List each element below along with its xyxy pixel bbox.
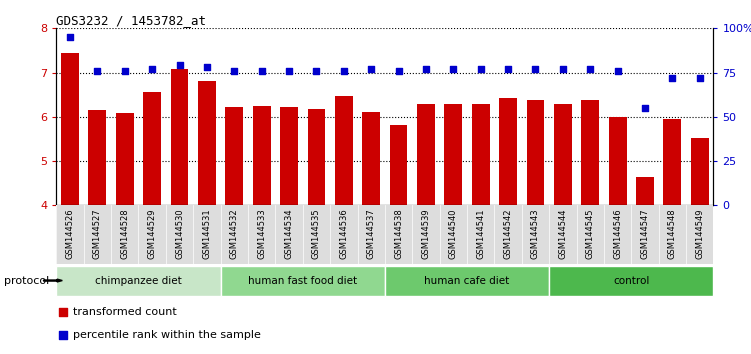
Bar [609,117,626,354]
Text: GSM144539: GSM144539 [421,208,430,259]
Bar [308,109,325,354]
Text: GSM144540: GSM144540 [449,208,458,259]
Point [439,7,451,13]
Text: human fast food diet: human fast food diet [248,275,357,286]
Text: GSM144538: GSM144538 [394,208,403,259]
Point [529,66,541,72]
Text: GSM144549: GSM144549 [695,208,704,259]
Text: GSM144543: GSM144543 [531,208,540,259]
Point [365,66,377,72]
Bar [549,266,713,296]
Text: GSM144536: GSM144536 [339,208,348,259]
Bar [385,266,549,296]
Text: GSM144537: GSM144537 [366,208,376,259]
Bar [636,177,654,354]
Bar [445,104,462,354]
Point [611,68,623,74]
Bar [499,98,517,354]
Text: control: control [613,275,650,286]
Text: transformed count: transformed count [73,307,176,318]
Bar [56,266,221,296]
Text: GSM144546: GSM144546 [613,208,622,259]
Text: protocol: protocol [4,275,49,286]
Point [92,68,104,74]
Bar [170,69,189,354]
Text: GSM144535: GSM144535 [312,208,321,259]
Point [338,68,350,74]
Text: human cafe diet: human cafe diet [424,275,510,286]
Point [255,68,267,74]
Point [173,63,185,68]
Point [64,34,76,40]
Bar [61,53,79,354]
Point [502,66,514,72]
Bar [143,92,161,354]
Bar [554,104,572,354]
Text: GSM144545: GSM144545 [586,208,595,259]
Point [310,68,322,74]
Bar [390,125,408,354]
Point [146,66,158,72]
Text: GSM144532: GSM144532 [230,208,239,259]
Text: GDS3232 / 1453782_at: GDS3232 / 1453782_at [56,14,207,27]
Bar [225,107,243,354]
Point [201,64,213,70]
Text: GSM144526: GSM144526 [65,208,74,259]
Point [448,66,460,72]
Text: percentile rank within the sample: percentile rank within the sample [73,330,261,341]
Text: chimpanzee diet: chimpanzee diet [95,275,182,286]
Text: GSM144542: GSM144542 [504,208,513,259]
Text: GSM144544: GSM144544 [558,208,567,259]
Bar [472,104,490,354]
Point [584,66,596,72]
Point [639,105,651,111]
Bar [417,104,435,354]
Point [556,66,569,72]
Text: GSM144548: GSM144548 [668,208,677,259]
Point [475,66,487,72]
Bar [526,100,544,354]
Text: GSM144547: GSM144547 [641,208,650,259]
Text: GSM144541: GSM144541 [476,208,485,259]
Point [420,66,432,72]
Bar [335,96,353,354]
Bar [253,106,270,354]
Text: GSM144534: GSM144534 [285,208,294,259]
Text: GSM144529: GSM144529 [148,208,157,259]
Point [283,68,295,74]
Point [119,68,131,74]
Text: GSM144528: GSM144528 [120,208,129,259]
Text: GSM144527: GSM144527 [93,208,102,259]
Point [439,217,451,222]
Point [393,68,405,74]
Bar [221,266,385,296]
Bar [362,112,380,354]
Bar [280,107,298,354]
Point [228,68,240,74]
Bar [198,81,216,354]
Bar [691,138,709,354]
Point [666,75,678,81]
Text: GSM144533: GSM144533 [257,208,266,259]
Bar [89,110,107,354]
Text: GSM144531: GSM144531 [203,208,212,259]
Point [694,75,706,81]
Text: GSM144530: GSM144530 [175,208,184,259]
Bar [581,100,599,354]
Bar [116,113,134,354]
Bar [663,119,681,354]
